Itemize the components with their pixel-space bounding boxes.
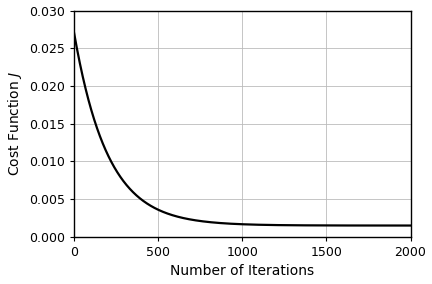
- X-axis label: Number of Iterations: Number of Iterations: [170, 264, 314, 278]
- Y-axis label: Cost Function $\mathit{J}$: Cost Function $\mathit{J}$: [6, 71, 24, 176]
